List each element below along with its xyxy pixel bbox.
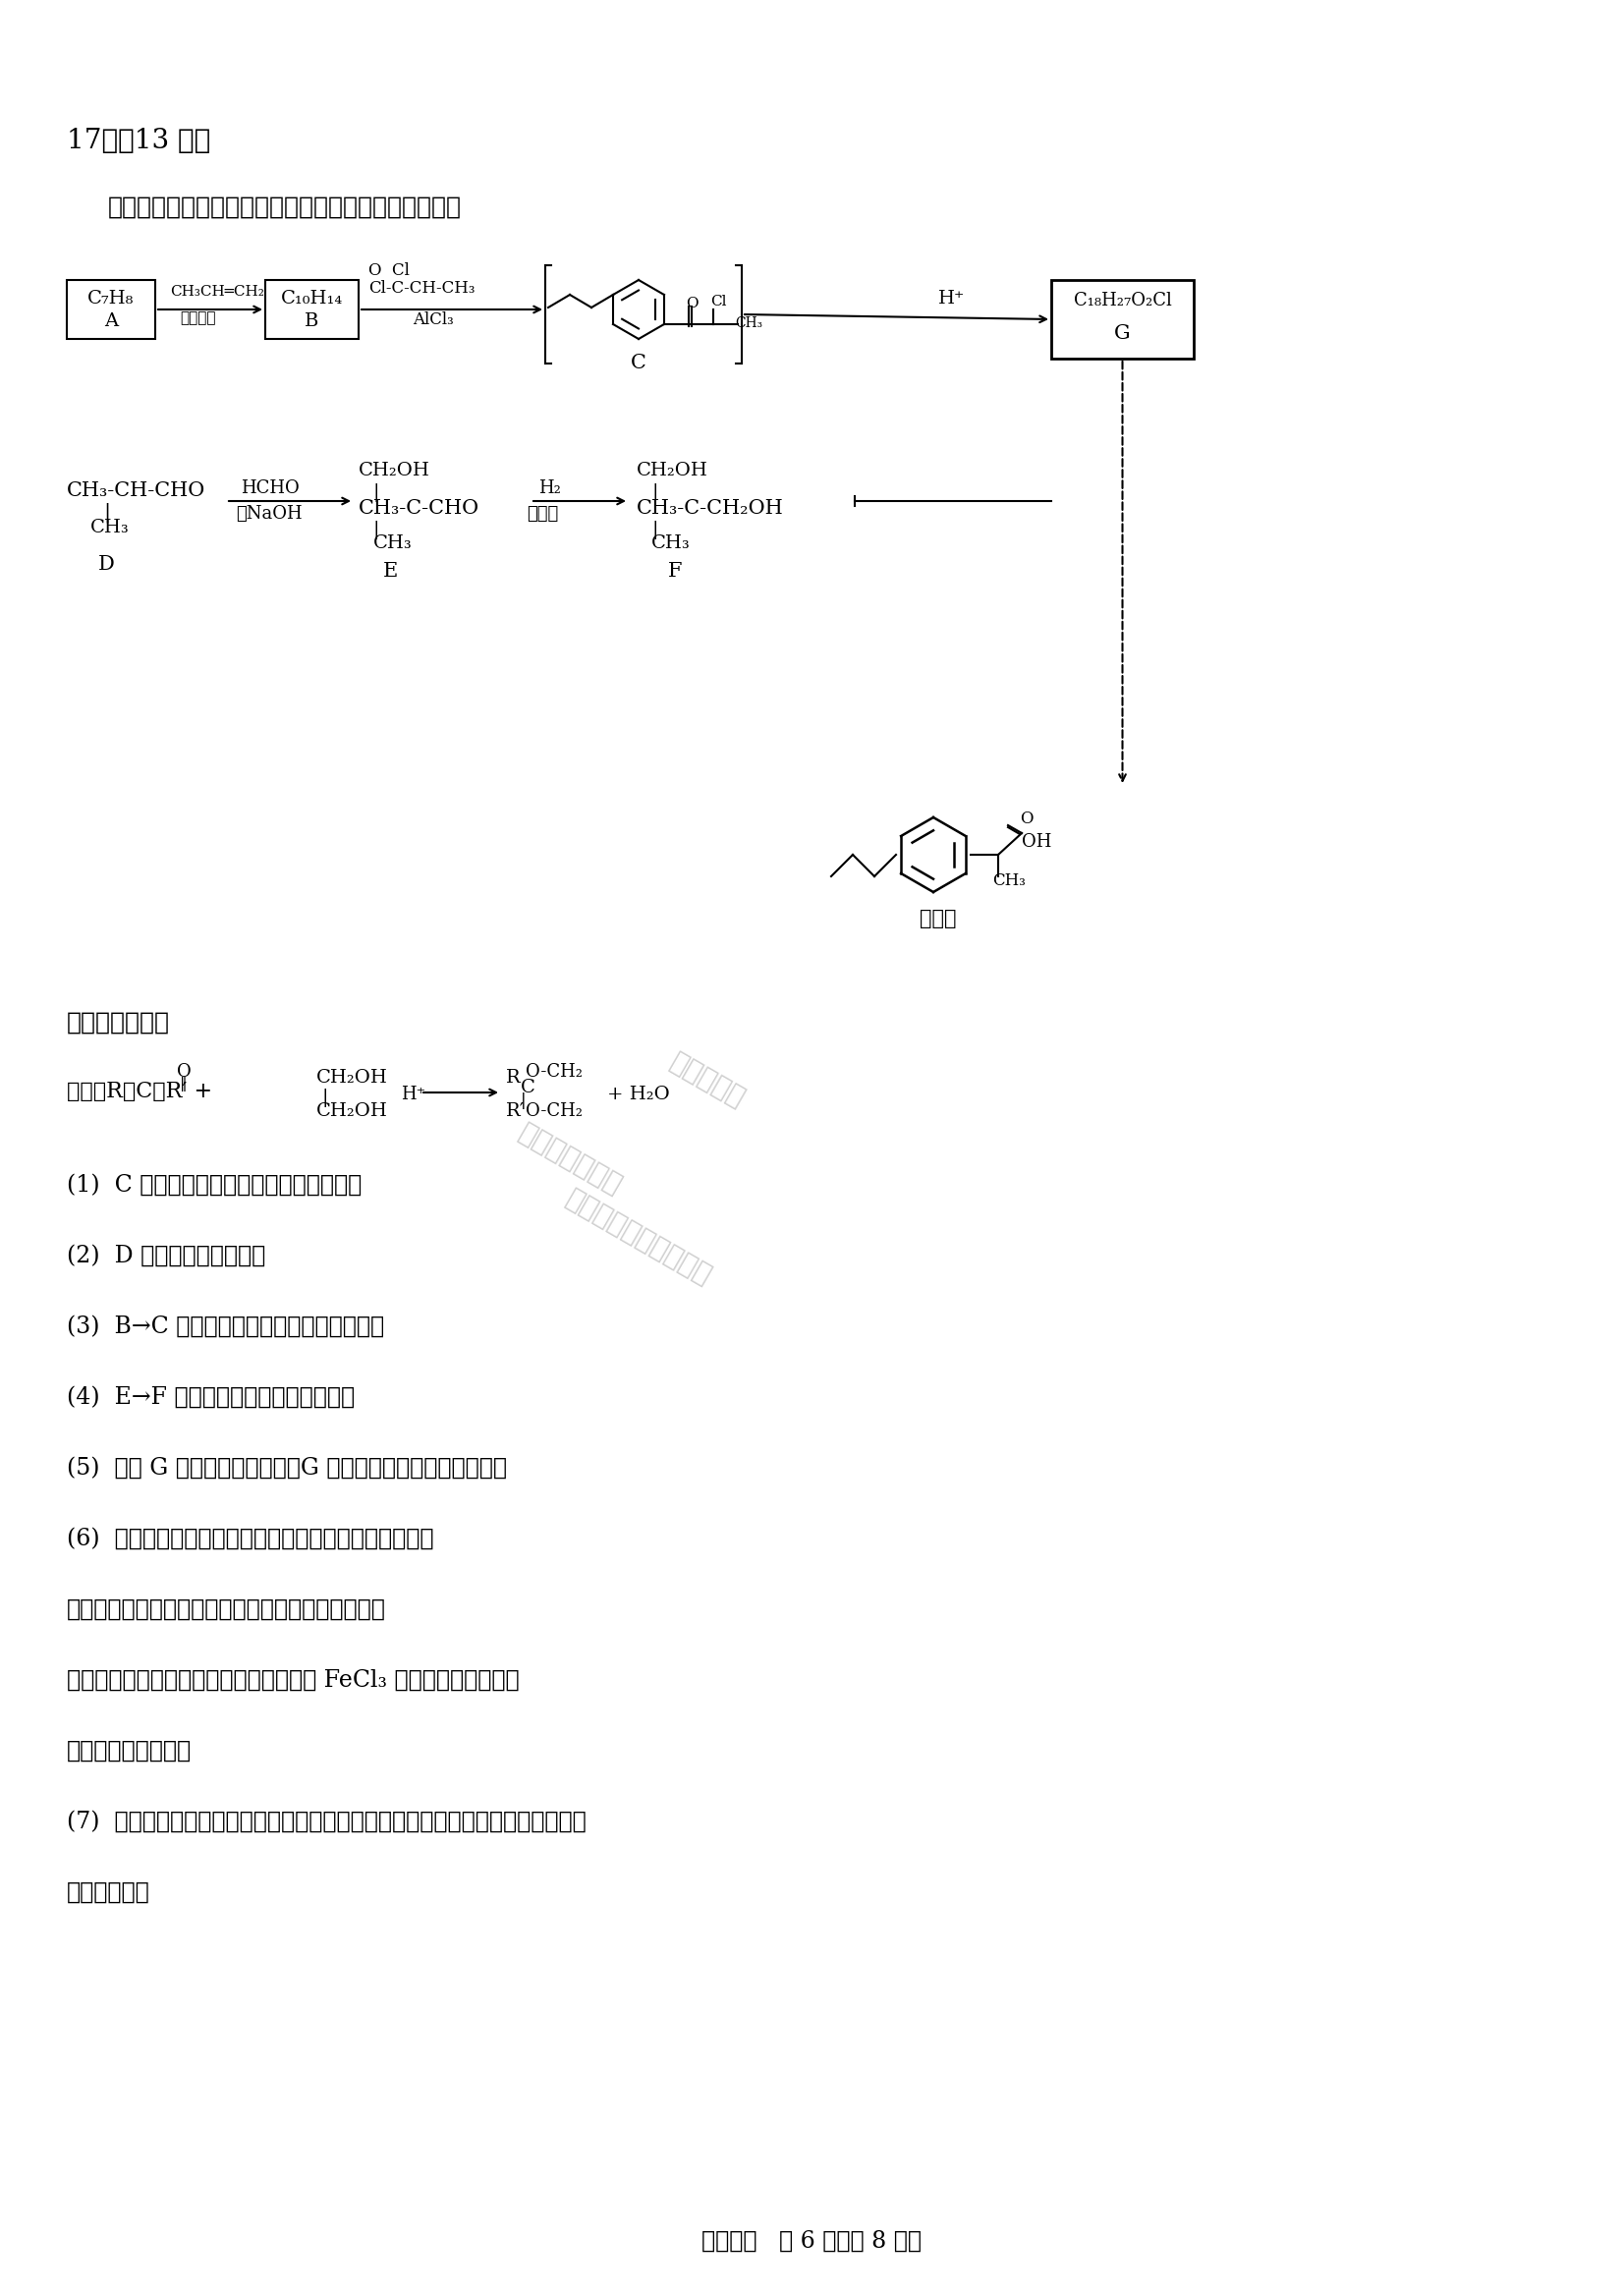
- Text: D: D: [97, 555, 115, 574]
- Text: CH₂OH: CH₂OH: [317, 1069, 388, 1086]
- Text: 一定条件: 一定条件: [180, 312, 216, 326]
- Text: (7)  根据布洛芬的结构特点，预测其性质及由此导致使用时的缺点＿＿＿＿（写出: (7) 根据布洛芬的结构特点，预测其性质及由此导致使用时的缺点＿＿＿＿（写出: [67, 1811, 586, 1834]
- Bar: [67, 280, 156, 340]
- Text: C: C: [521, 1079, 536, 1097]
- Text: |: |: [651, 521, 658, 539]
- Text: CH₃: CH₃: [91, 519, 130, 537]
- Text: CH₂OH: CH₂OH: [637, 461, 708, 480]
- Text: |: |: [374, 521, 380, 539]
- Text: OH: OH: [1021, 833, 1052, 851]
- Text: C₇H₈: C₇H₈: [88, 289, 135, 308]
- Text: 一条即可）。: 一条即可）。: [67, 1882, 149, 1905]
- Text: B: B: [305, 312, 318, 330]
- Text: (1)  C 中所含官能团的名称为＿＿＿＿＿。: (1) C 中所含官能团的名称为＿＿＿＿＿。: [67, 1175, 362, 1196]
- Text: 回答下列问题：: 回答下列问题：: [67, 1012, 171, 1035]
- Text: CH₃-C-CHO: CH₃-C-CHO: [359, 498, 479, 519]
- Text: H⁺: H⁺: [401, 1086, 425, 1104]
- Text: A: A: [104, 312, 119, 330]
- Text: CH₃-C-CH₂OH: CH₃-C-CH₂OH: [637, 498, 784, 519]
- Text: |: |: [104, 503, 110, 523]
- Text: Cl: Cl: [710, 294, 726, 308]
- Text: 17．（13 分）: 17．（13 分）: [67, 129, 211, 154]
- Text: ②能发生水解反应，且水解产物之一能与 FeCl₃ 溶液发生显色反应；: ②能发生水解反应，且水解产物之一能与 FeCl₃ 溶液发生显色反应；: [67, 1668, 520, 1691]
- Text: 高考早知道: 高考早知道: [666, 1049, 749, 1113]
- Text: 布洛芬是医疗上常用的抗炎药，其一种合成路线如下。: 布洛芬是医疗上常用的抗炎药，其一种合成路线如下。: [109, 197, 461, 218]
- Text: G: G: [1114, 324, 1130, 342]
- Text: ③能发生银镜反应。: ③能发生银镜反应。: [67, 1740, 192, 1763]
- Text: |: |: [374, 484, 380, 503]
- Text: O: O: [685, 296, 698, 310]
- Text: HCHO: HCHO: [240, 480, 299, 498]
- Text: C₁₈H₂₇O₂Cl: C₁₈H₂₇O₂Cl: [1073, 291, 1171, 310]
- Text: C₁₀H₁₄: C₁₀H₁₄: [281, 289, 343, 308]
- Text: 搜题神器小程序: 搜题神器小程序: [513, 1120, 625, 1200]
- Text: 催化剂: 催化剂: [526, 505, 559, 523]
- Text: (5)  已知 G 中含有两个六元环，G 的结构简式为＿＿＿＿＿＿。: (5) 已知 G 中含有两个六元环，G 的结构简式为＿＿＿＿＿＿。: [67, 1457, 507, 1480]
- Text: |: |: [521, 1092, 526, 1108]
- Text: O: O: [1020, 810, 1033, 826]
- Text: (4)  E→F 的反应类型是＿＿＿＿＿＿。: (4) E→F 的反应类型是＿＿＿＿＿＿。: [67, 1386, 354, 1409]
- Text: ‖: ‖: [180, 1076, 187, 1092]
- Text: CH₂OH: CH₂OH: [317, 1102, 388, 1120]
- Text: O-CH₂: O-CH₂: [526, 1063, 583, 1081]
- Text: O: O: [177, 1063, 192, 1081]
- Text: O  Cl: O Cl: [369, 262, 409, 280]
- Text: CH₃: CH₃: [374, 535, 412, 553]
- Text: 稀NaOH: 稀NaOH: [235, 505, 302, 523]
- Text: CH₂OH: CH₂OH: [359, 461, 430, 480]
- Bar: [1051, 280, 1194, 358]
- Text: F: F: [667, 562, 682, 581]
- Text: 布洛芬: 布洛芬: [919, 909, 957, 929]
- Text: ①苯环上有三个取代基，苯环上的一氯代物有两种；: ①苯环上有三个取代基，苯环上的一氯代物有两种；: [67, 1597, 387, 1620]
- Text: |: |: [322, 1088, 328, 1106]
- Text: AlCl₃: AlCl₃: [412, 312, 453, 328]
- Text: Cl-C-CH-CH₃: Cl-C-CH-CH₃: [369, 280, 474, 296]
- Text: CH₃: CH₃: [651, 535, 690, 553]
- Text: CH₃CH═CH₂: CH₃CH═CH₂: [171, 285, 265, 298]
- Text: O-CH₂: O-CH₂: [526, 1102, 583, 1120]
- Text: CH₃: CH₃: [734, 317, 763, 330]
- Text: CH₃: CH₃: [992, 872, 1026, 888]
- Text: R: R: [507, 1069, 520, 1086]
- Text: H₂: H₂: [539, 480, 560, 498]
- Text: C: C: [630, 353, 646, 372]
- Text: 已知：R－C－R′ +: 已知：R－C－R′ +: [67, 1081, 213, 1102]
- Text: 化学试卷   第 6 页（共 8 页）: 化学试卷 第 6 页（共 8 页）: [702, 2231, 921, 2254]
- Bar: [265, 280, 359, 340]
- Text: 第一时间获取最新资料: 第一时间获取最新资料: [562, 1187, 716, 1290]
- Text: H⁺: H⁺: [939, 289, 965, 308]
- Text: R′: R′: [507, 1102, 525, 1120]
- Text: + H₂O: + H₂O: [607, 1086, 669, 1104]
- Text: CH₃-CH-CHO: CH₃-CH-CHO: [67, 482, 206, 500]
- Text: E: E: [383, 562, 398, 581]
- Text: |: |: [651, 484, 658, 503]
- Text: (3)  B→C 的反应方程式为＿＿＿＿＿＿＿。: (3) B→C 的反应方程式为＿＿＿＿＿＿＿。: [67, 1315, 385, 1338]
- Text: (6)  满足下列条件的布洛芬的同分异构体有＿＿＿＿种。: (6) 满足下列条件的布洛芬的同分异构体有＿＿＿＿种。: [67, 1528, 434, 1551]
- Text: (2)  D 的名称为＿＿＿＿。: (2) D 的名称为＿＿＿＿。: [67, 1244, 265, 1267]
